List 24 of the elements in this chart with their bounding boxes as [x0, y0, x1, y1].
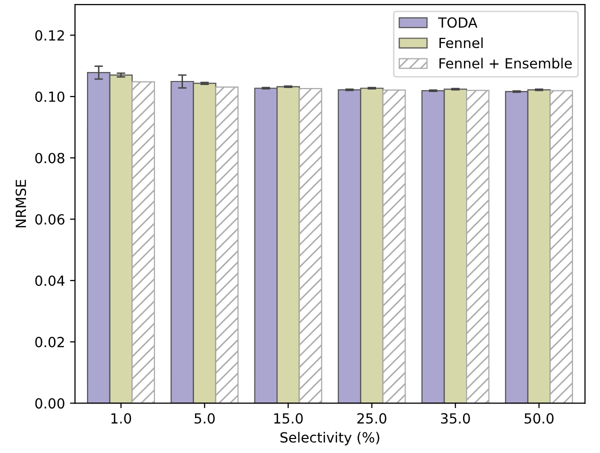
x-tick-label: 15.0	[274, 413, 303, 424]
x-axis-title: Selectivity (%)	[280, 432, 380, 446]
bar	[298, 88, 322, 404]
y-tick-label: 0.04	[35, 275, 64, 286]
x-tick-label: 35.0	[441, 413, 470, 424]
y-tick-label: 0.06	[35, 214, 64, 225]
y-tick-label: 0.00	[35, 398, 64, 409]
x-tick-label: 50.0	[524, 413, 554, 424]
y-tick-label: 0.12	[35, 30, 64, 41]
legend-label: Fennel + Ensemble	[440, 58, 572, 69]
bar	[550, 90, 574, 404]
y-axis-title: NRMSE	[16, 180, 26, 228]
x-tick-label: 25.0	[357, 413, 386, 424]
bar	[382, 90, 406, 404]
y-tick-label: 0.10	[35, 91, 64, 102]
legend-label: Fennel	[440, 37, 483, 48]
y-tick-label: 0.02	[35, 336, 64, 348]
bar	[215, 86, 239, 404]
bar	[132, 81, 155, 404]
bar	[466, 90, 490, 404]
x-tick-label: 5.0	[194, 413, 215, 424]
x-tick-label: 1.0	[111, 413, 132, 424]
legend-label: TODA	[438, 17, 478, 28]
y-tick-label: 0.08	[35, 152, 64, 164]
